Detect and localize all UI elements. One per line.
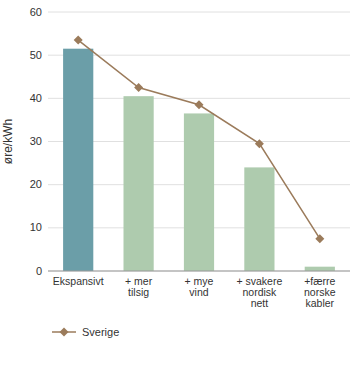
grid-line [48, 271, 350, 272]
x-tick-label: +færrenorskekabler [304, 275, 336, 309]
bar [184, 113, 214, 271]
y-tick-label: 0 [36, 265, 42, 277]
legend-label: Sverige [82, 326, 119, 338]
legend: Sverige [52, 326, 119, 338]
y-tick-label: 40 [30, 92, 42, 104]
y-tick-label: 20 [30, 178, 42, 190]
x-axis-line [48, 271, 350, 272]
chart-svg: 0 10 20 30 40 50 60 øre/kWh Ekspansivt + mertilsi… [0, 0, 360, 371]
x-tick-label: + svakerenordisknett [236, 275, 282, 309]
x-tick-label: + mertilsig [125, 275, 153, 298]
y-axis-label: øre/kWh [1, 119, 15, 164]
bar [305, 267, 335, 271]
y-grid [48, 12, 350, 271]
bar [63, 49, 93, 271]
y-tick-label: 60 [30, 6, 42, 18]
bar [124, 96, 154, 271]
chart-container: 0 10 20 30 40 50 60 øre/kWh Ekspansivt + mertilsi… [0, 0, 360, 371]
x-tick-label: + myevind [185, 275, 214, 298]
plot-area [63, 36, 335, 271]
line-marker [134, 83, 143, 92]
y-tick-label: 10 [30, 221, 42, 233]
x-tick-label: Ekspansivt [53, 275, 104, 287]
line-marker [255, 139, 264, 148]
line-marker [74, 36, 83, 45]
bar [244, 167, 274, 271]
line-marker [315, 234, 324, 243]
grid-line [48, 12, 350, 13]
x-tick-labels: Ekspansivt + mertilsig + myevind + svakeren… [53, 275, 336, 309]
y-tick-labels: 0 10 20 30 40 50 60 [30, 6, 42, 277]
y-tick-label: 30 [30, 135, 42, 147]
legend-marker [60, 328, 69, 337]
line-marker [195, 100, 204, 109]
line [78, 40, 320, 239]
y-tick-label: 50 [30, 49, 42, 61]
